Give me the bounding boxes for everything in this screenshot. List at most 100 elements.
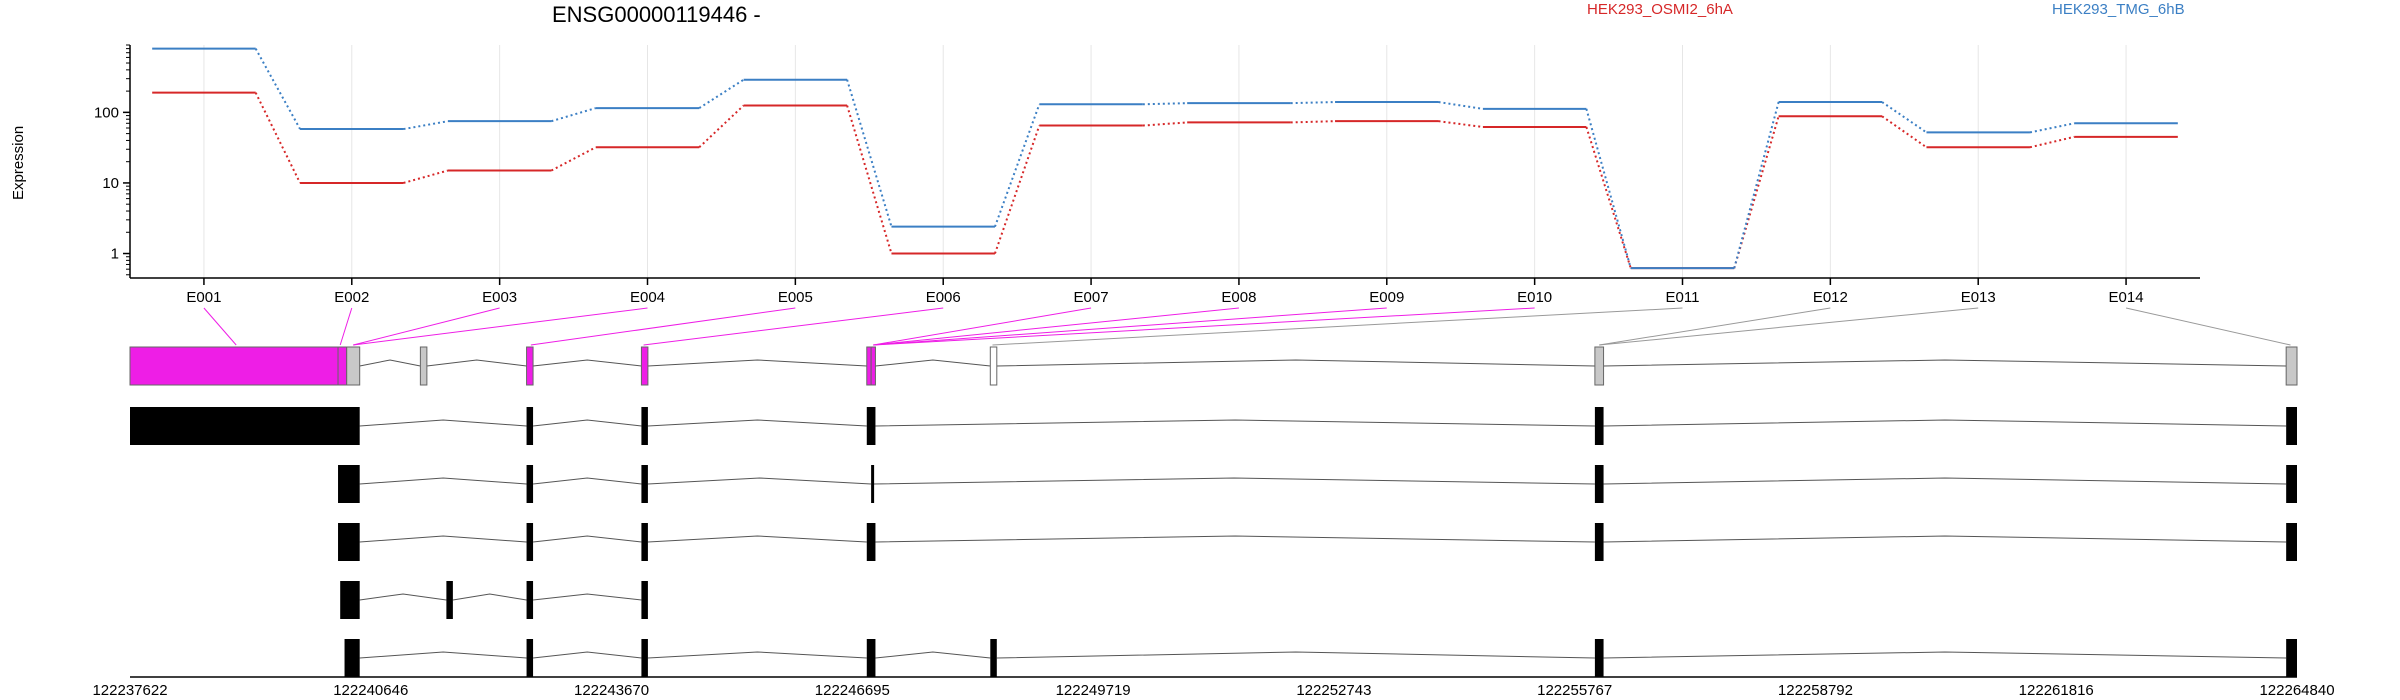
x-tick-label: E008 [1221, 289, 1256, 306]
transcript-3-exon [338, 523, 360, 561]
transcript-4-exon [446, 581, 453, 619]
series-1-connector [994, 125, 1041, 254]
x-tick-label: E011 [1666, 289, 1700, 306]
genomic-tick-label: 122261816 [2019, 682, 2094, 699]
transcript-3-intron [647, 535, 867, 543]
x-tick-label: E001 [186, 289, 221, 306]
transcript-3-intron [875, 535, 1595, 543]
transcript-2-intron [873, 477, 1595, 485]
exon-bin-E013 [1594, 346, 1605, 386]
transcript-5-exon [866, 639, 876, 677]
y-tick-label: 1 [111, 246, 119, 263]
series-1-connector [1142, 121, 1188, 127]
genomic-tick-label: 122249719 [1056, 682, 1131, 699]
transcript-2-intron [533, 477, 642, 485]
genomic-tick-label: 122252743 [1296, 682, 1371, 699]
x-tick-label: E006 [926, 289, 961, 306]
exon-connector [643, 307, 944, 346]
exon-connector [1599, 307, 1979, 346]
exon-connector [873, 307, 1092, 346]
exon-bin-E014 [2285, 346, 2298, 386]
x-tick-label: E007 [1074, 289, 1109, 306]
transcript-3-exon [1594, 523, 1604, 561]
transcript-4-exon [526, 581, 534, 619]
transcript-1-intron [1603, 419, 2287, 427]
transcript-3-intron [1603, 535, 2287, 543]
x-tick-label: E010 [1517, 289, 1552, 306]
exon-connector [353, 307, 500, 346]
exon-bin-E004 [419, 346, 428, 386]
transcript-1-exon [1594, 407, 1604, 445]
transcript-2-exon [641, 465, 648, 503]
series-1-connector [254, 92, 301, 184]
series-1-connector [2029, 135, 2075, 149]
transcript-5-exon [990, 639, 997, 677]
chart-title: ENSG00000119446 - [552, 2, 761, 27]
x-tick-label: E002 [334, 289, 369, 306]
transcript-2-exon [2286, 465, 2297, 503]
x-tick-label: E013 [1961, 289, 1996, 306]
transcript-4-intron [452, 593, 527, 601]
transcript-5-intron [533, 651, 642, 659]
exon-bin-E006 [640, 346, 649, 386]
legend-series-2: HEK293_TMG_6hB [2052, 1, 2185, 18]
transcript-5-intron [996, 651, 1595, 659]
exon-connector [873, 307, 1387, 346]
x-tick-label: E003 [482, 289, 517, 306]
series-2-connector [698, 78, 745, 109]
transcript-4-exon [641, 581, 648, 619]
transcript-3-exon [526, 523, 534, 561]
transcript-2-exon [871, 465, 875, 503]
x-tick-label: E005 [778, 289, 813, 306]
transcript-4-intron [533, 593, 642, 601]
series-1-connector [698, 104, 745, 149]
exon-bin-E003 [346, 346, 361, 386]
series-1-connector [403, 169, 449, 184]
series-2-connector [551, 107, 597, 123]
transcript-5-intron [647, 651, 867, 659]
exon-connector [992, 307, 1683, 346]
x-tick-label: E004 [630, 289, 665, 306]
genomic-tick-label: 122240646 [333, 682, 408, 699]
transcript-2-exon [338, 465, 360, 503]
series-2-connector [1585, 108, 1632, 269]
series-2-connector [1881, 101, 1928, 134]
y-tick-label: 100 [94, 104, 119, 121]
transcript-1-intron [533, 419, 642, 427]
transcript-3-exon [866, 523, 876, 561]
transcript-1-exon [641, 407, 648, 445]
series-1-connector [846, 105, 893, 254]
series-2-connector [1290, 101, 1336, 105]
genomic-tick-label: 122246695 [815, 682, 890, 699]
transcript-1-exon [866, 407, 876, 445]
exon-connector [203, 307, 237, 346]
transcript-4-exon [340, 581, 360, 619]
genomic-tick-label: 122237622 [92, 682, 167, 699]
series-2-connector [1438, 101, 1484, 110]
transcript-3-exon [2286, 523, 2297, 561]
transcript-1-intron [359, 419, 527, 427]
transcript-1-exon [130, 407, 360, 445]
exon-bin-E001 [129, 346, 339, 386]
series-1-connector [1290, 120, 1336, 124]
x-tick-label: E014 [2109, 289, 2144, 306]
intron-line [359, 359, 421, 367]
transcript-5-intron [875, 651, 991, 659]
series-2-connector [994, 103, 1041, 228]
transcript-5-exon [641, 639, 648, 677]
y-tick-label: 10 [102, 175, 119, 192]
transcript-3-exon [641, 523, 648, 561]
transcript-2-exon [1594, 465, 1604, 503]
transcript-3-intron [533, 535, 642, 543]
transcript-2-intron [359, 477, 527, 485]
series-2-connector [1142, 102, 1188, 106]
transcript-5-intron [359, 651, 527, 659]
exon-bin-E002 [337, 346, 348, 386]
transcript-1-intron [647, 419, 867, 427]
transcript-5-exon [2286, 639, 2297, 677]
genomic-tick-label: 122255767 [1537, 682, 1612, 699]
exon-bin-E010 [989, 346, 998, 386]
genomic-tick-label: 122243670 [574, 682, 649, 699]
intron-line [647, 359, 867, 367]
exon-bin-E005 [526, 346, 534, 386]
